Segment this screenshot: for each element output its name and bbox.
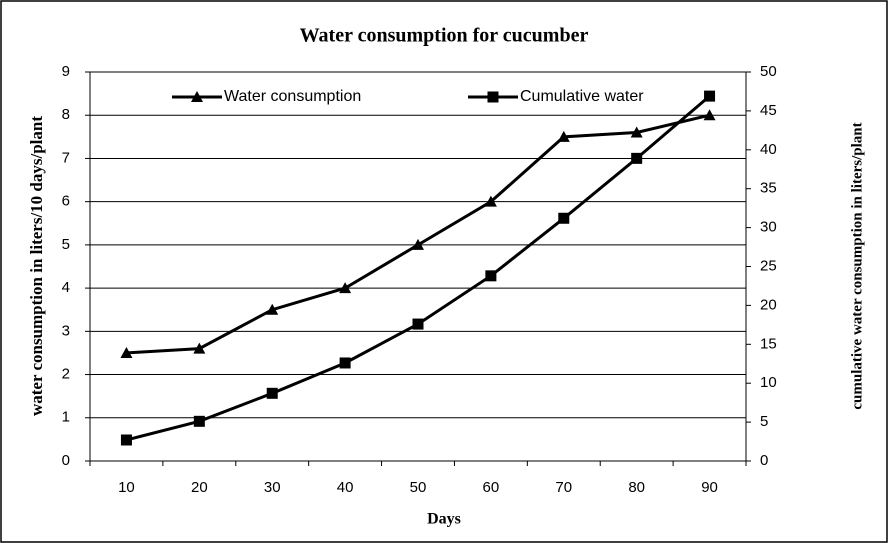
legend-marker (191, 91, 203, 102)
data-point (120, 346, 133, 358)
x-tick-label: 40 (337, 479, 354, 496)
data-point (631, 152, 643, 164)
y-tick-label: 8 (62, 106, 70, 123)
data-point (266, 387, 278, 399)
y-tick-label: 9 (62, 63, 70, 80)
data-point (339, 357, 351, 369)
y2-tick-label: 25 (760, 257, 777, 274)
data-point (193, 342, 206, 354)
data-point (703, 109, 716, 121)
chart-title: Water consumption for cucumber (300, 25, 589, 47)
legend-label: Cumulative water (520, 88, 644, 105)
y-tick-label: 6 (62, 193, 70, 210)
data-point (120, 434, 132, 446)
y2-tick-label: 20 (760, 296, 777, 313)
data-point (412, 238, 424, 250)
x-tick-label: 30 (264, 479, 281, 496)
data-point (484, 195, 497, 207)
y-tick-label: 1 (62, 409, 70, 426)
data-point (704, 90, 716, 102)
data-point (630, 126, 643, 138)
x-tick-label: 60 (483, 479, 500, 496)
data-point (412, 318, 424, 330)
x-tick-label: 70 (555, 479, 572, 496)
y2-tick-label: 40 (760, 141, 777, 158)
y2-tick-label: 45 (760, 102, 777, 119)
x-axis-label: Days (427, 511, 461, 528)
x-tick-label: 50 (410, 479, 427, 496)
data-point (339, 282, 352, 294)
y2-tick-label: 0 (760, 452, 768, 469)
y-tick-label: 5 (62, 236, 70, 253)
y2-tick-label: 50 (760, 63, 777, 80)
y2-tick-label: 35 (760, 180, 777, 197)
data-point (266, 303, 279, 315)
y2-tick-label: 5 (760, 413, 768, 430)
y-tick-label: 2 (62, 366, 70, 383)
x-tick-label: 90 (701, 479, 718, 496)
y-tick-label: 4 (62, 279, 70, 296)
data-point (557, 130, 570, 142)
data-point (558, 212, 570, 224)
y2-axis-label: cumulative water consumption in liters/p… (849, 122, 865, 409)
legend-marker (487, 91, 499, 103)
x-tick-label: 20 (191, 479, 208, 496)
y2-tick-label: 10 (760, 374, 777, 391)
x-tick-label: 80 (628, 479, 645, 496)
y2-tick-label: 30 (760, 219, 777, 236)
data-point (193, 415, 205, 427)
y-tick-label: 0 (62, 452, 70, 469)
y-tick-label: 3 (62, 322, 70, 339)
y-axis-label: water consumption in liters/10 days/plan… (27, 116, 46, 416)
legend-label: Water consumption (224, 88, 361, 105)
y2-tick-label: 15 (760, 335, 777, 352)
x-tick-label: 10 (118, 479, 135, 496)
data-point (485, 270, 497, 282)
y-tick-label: 7 (62, 149, 70, 166)
